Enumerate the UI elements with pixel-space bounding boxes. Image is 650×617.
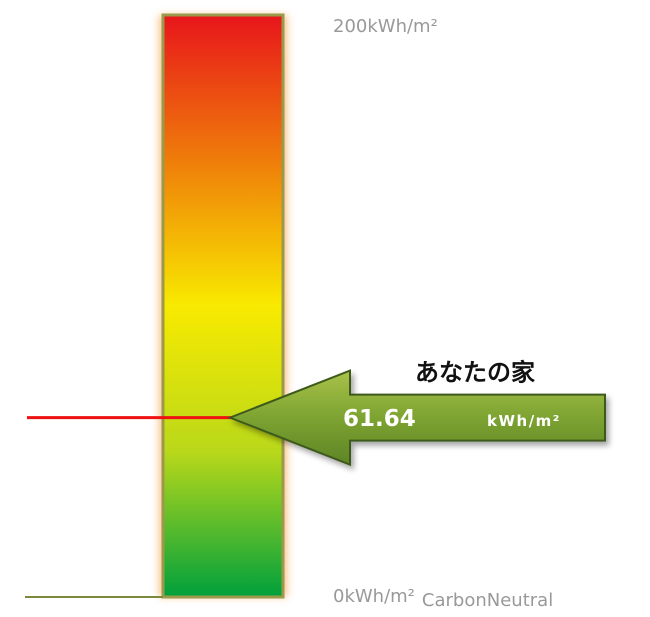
value-unit: kWh/m² <box>487 412 561 430</box>
value-label: 61.64 <box>343 406 416 432</box>
gauge-bar <box>161 13 285 599</box>
tick-label: 200kWh/m² <box>333 16 438 37</box>
value-arrow <box>227 369 606 467</box>
annotation: CarbonNeutral <box>422 590 553 611</box>
tick-label: 0kWh/m² <box>333 586 415 607</box>
arrow-title: あなたの家 <box>415 359 535 387</box>
